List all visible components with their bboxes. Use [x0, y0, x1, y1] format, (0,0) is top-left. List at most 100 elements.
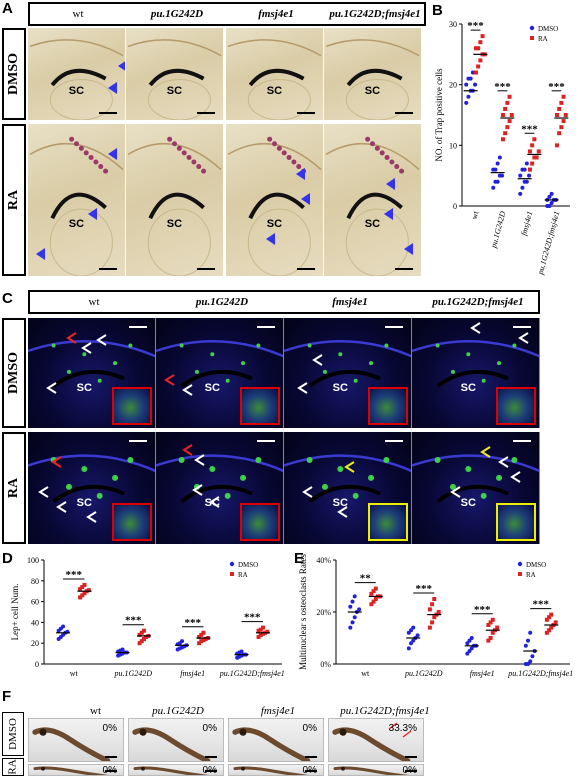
legend-marker-ra: [518, 572, 522, 576]
tissue-outline: [28, 454, 155, 473]
trap-stain-dot: [365, 136, 371, 142]
fluorescence-tile: SC: [412, 318, 540, 428]
ra-point: [427, 625, 432, 630]
larva-drawing: [32, 727, 111, 761]
phenotype-percentage: 33.3%: [388, 723, 417, 734]
cartilage-band: [180, 484, 253, 504]
ra-point: [78, 595, 83, 600]
legend-marker-dmso: [529, 25, 535, 31]
ra-point: [432, 597, 437, 601]
larva-body: [132, 727, 211, 761]
blue-arrowhead: [301, 193, 310, 205]
lep-positive-cell: [307, 343, 312, 348]
fish-photo-tile: 0%: [228, 764, 324, 776]
dmso-point: [466, 94, 471, 99]
ra-point: [371, 599, 376, 604]
dmso-point: [493, 167, 498, 172]
ra-point: [536, 149, 541, 154]
lep-positive-cell: [321, 483, 328, 490]
arrowhead-marker: [182, 444, 193, 456]
scale-bar: [197, 268, 215, 270]
cartilage-band: [436, 484, 509, 504]
trap-stain-dot: [181, 150, 187, 156]
larva-body: [232, 727, 311, 761]
scale-bar: [99, 268, 117, 270]
x-category-label: pu.1G242D: [113, 669, 152, 678]
ra-point: [527, 149, 532, 154]
blue-arrowhead: [36, 248, 45, 260]
ra-point: [203, 637, 208, 642]
fluorescence-tile: SC: [28, 318, 156, 428]
tile-label-sc: SC: [166, 218, 183, 231]
fish-photo-tile: 0%: [28, 764, 124, 776]
ra-point: [137, 632, 142, 637]
legend-label: RA: [238, 571, 248, 579]
arrowhead-marker: [86, 511, 97, 523]
lep-positive-cell: [306, 457, 313, 463]
lep-positive-cell: [178, 457, 185, 463]
zoom-inset: [368, 387, 408, 425]
tissue-drawing: [227, 39, 322, 120]
ra-point: [80, 585, 85, 590]
fish-photo-tile: 0%: [128, 718, 224, 762]
ra-point: [503, 131, 508, 136]
lep-positive-cell: [112, 474, 119, 481]
tissue-outline: [412, 454, 539, 473]
legend-label: RA: [526, 571, 536, 579]
ra-point: [201, 630, 206, 635]
blue-arrowhead: [386, 178, 395, 190]
lep-positive-cell: [224, 492, 231, 499]
y-axis-label: Multinuclear s osteoclasts Rates: [298, 554, 308, 670]
x-category-label: pu.1G242D: [404, 669, 443, 678]
arrowhead-marker: [51, 456, 62, 468]
lep-positive-cell: [481, 378, 486, 383]
dmso-point: [469, 646, 474, 651]
arrowhead-marker: [194, 454, 205, 466]
cartilage-band: [50, 192, 107, 220]
arrowhead-marker: [164, 374, 175, 386]
phenotype-percentage: 0%: [302, 723, 317, 734]
tile-label-sc: SC: [460, 496, 476, 509]
ra-point: [488, 620, 493, 625]
ra-point: [549, 612, 554, 617]
ra-point: [82, 582, 87, 587]
tissue-drawing: [29, 136, 124, 276]
lep-positive-cell: [384, 343, 389, 348]
legend-marker-ra: [530, 36, 534, 40]
lep-positive-cell: [369, 361, 374, 366]
arrowhead-marker: [312, 354, 323, 366]
panel-c-col-pu1: pu.1G242D: [195, 296, 249, 308]
larva-body: [333, 766, 409, 775]
trap-stain-dot: [78, 145, 84, 151]
lep-positive-cell: [66, 369, 71, 374]
dmso-point: [518, 191, 523, 196]
ra-point: [80, 593, 85, 598]
scale-bar: [105, 756, 117, 758]
dmso-point: [61, 624, 66, 629]
significance-stars: ***: [533, 599, 550, 611]
lep-positive-cell: [240, 474, 247, 481]
panel-f-row-ra: RA: [2, 758, 24, 776]
cartilage-band: [148, 192, 205, 220]
larva-drawing: [333, 766, 409, 775]
fluorescence-drawing: [28, 332, 155, 394]
tissue-drawing: [127, 136, 222, 276]
lep-positive-cell: [497, 361, 502, 366]
dmso-point: [411, 625, 416, 630]
x-category-label: pu.1G242D;fmsj4e1: [507, 669, 573, 678]
dmso-point: [409, 641, 414, 646]
blue-arrowhead: [108, 82, 117, 94]
y-tick-label: 100: [27, 556, 39, 565]
lep-positive-cell: [368, 474, 375, 481]
scale-bar: [129, 326, 147, 328]
ra-point: [199, 639, 204, 644]
arrowhead-marker: [480, 446, 491, 458]
ra-point: [532, 137, 537, 142]
trap-stain-dot: [201, 168, 207, 174]
larva-drawing: [233, 766, 309, 775]
ra-point: [480, 34, 485, 39]
trap-stain-dot: [83, 150, 89, 156]
dmso-point: [527, 173, 532, 178]
fluorescence-drawing: [284, 454, 411, 518]
arrowhead-marker: [81, 342, 92, 354]
